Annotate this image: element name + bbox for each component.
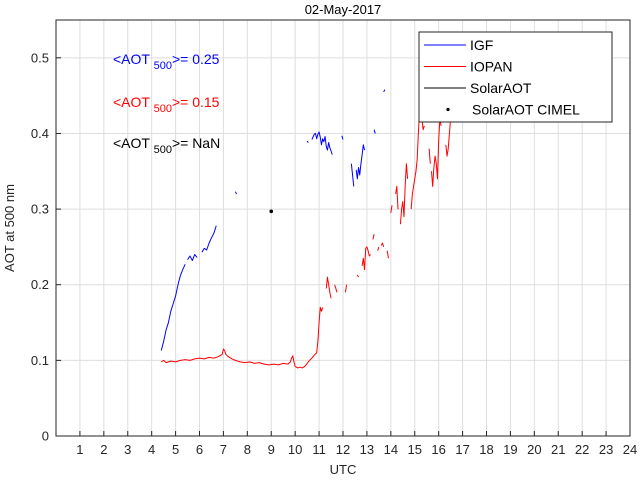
legend-swatch-solaraot-cimel <box>446 107 450 112</box>
grid-lines <box>56 20 630 436</box>
y-tick-label: 0.1 <box>31 353 49 368</box>
igf-segment <box>234 191 238 195</box>
igf-segment <box>341 135 344 140</box>
y-tick-label: 0.5 <box>31 50 49 65</box>
x-tick-label: 7 <box>220 442 227 457</box>
igf-segment <box>350 163 355 187</box>
x-tick-label: 13 <box>360 442 374 457</box>
legend-box <box>418 31 613 123</box>
x-tick-label: 2 <box>100 442 107 457</box>
x-tick-label: 21 <box>551 442 565 457</box>
legend-label-solaraot: SolarAOT <box>470 80 532 96</box>
igf-segment <box>306 140 309 143</box>
iopan-segment <box>377 246 380 251</box>
iopan-segment <box>399 163 409 225</box>
x-tick-label: 5 <box>172 442 179 457</box>
legend-label-solaraot-cimel: SolarAOT CIMEL <box>472 102 580 118</box>
solaraot-cimel-point <box>269 209 274 214</box>
annotations: <AOT 500>= 0.25 <AOT 500>= 0.15 <AOT 500>=… <box>113 51 220 156</box>
legend: IGF IOPAN SolarAOT SolarAOT CIMEL <box>418 31 613 123</box>
series-solaraot-cimel <box>269 209 274 214</box>
x-tick-label: 16 <box>431 442 445 457</box>
x-tick-label: 9 <box>268 442 275 457</box>
igf-segment <box>373 129 376 134</box>
iopan-segment <box>334 284 338 293</box>
x-tick-label: 24 <box>623 442 637 457</box>
iopan-segment <box>428 148 431 164</box>
aot-annotation: <AOT 500>= NaN <box>113 135 220 156</box>
igf-segment <box>160 264 186 351</box>
y-axis-label: AOT at 500 nm <box>2 184 17 272</box>
x-tick-label: 14 <box>384 442 398 457</box>
iopan-segment <box>344 284 348 293</box>
x-tick-label: 18 <box>479 442 493 457</box>
aot-annotation: <AOT 500>= 0.25 <box>113 51 220 72</box>
x-tick-label: 10 <box>288 442 302 457</box>
plot-series <box>160 87 455 369</box>
iopan-segment <box>372 233 375 240</box>
x-tick-label: 12 <box>336 442 350 457</box>
x-tick-label: 20 <box>527 442 541 457</box>
iopan-segment <box>390 205 393 213</box>
y-tick-label: 0.2 <box>31 277 49 292</box>
y-tick-label: 0.4 <box>31 126 49 141</box>
iopan-segment <box>361 246 371 271</box>
x-tick-label: 11 <box>312 442 326 457</box>
x-tick-label: 4 <box>148 442 155 457</box>
igf-segment <box>311 131 333 155</box>
x-tick-label: 17 <box>455 442 469 457</box>
igf-segment <box>201 225 217 253</box>
iopan-segment <box>430 117 442 187</box>
series-iopan <box>160 87 455 369</box>
igf-segment <box>383 89 386 93</box>
chart-title: 02-May-2017 <box>305 2 382 17</box>
x-axis-label: UTC <box>330 462 357 477</box>
x-tick-label: 15 <box>408 442 422 457</box>
iopan-segment <box>380 242 385 248</box>
x-tick-label: 6 <box>196 442 203 457</box>
x-tick-label: 23 <box>599 442 613 457</box>
y-tick-label: 0.3 <box>31 202 49 217</box>
iopan-segment <box>395 185 399 210</box>
igf-segment <box>187 253 198 262</box>
y-tick-label: 0 <box>42 429 49 444</box>
igf-segment <box>355 144 366 180</box>
iopan-segment <box>325 276 332 299</box>
x-tick-label: 8 <box>244 442 251 457</box>
iopan-segment <box>356 274 359 278</box>
x-tick-label: 19 <box>503 442 517 457</box>
legend-label-igf: IGF <box>470 37 493 53</box>
x-tick-label: 22 <box>575 442 589 457</box>
series-igf <box>160 89 386 351</box>
x-tick-label: 3 <box>124 442 131 457</box>
legend-label-iopan: IOPAN <box>470 59 513 75</box>
axis-ticks: 1 2 3 4 5 6 7 8 9 10 11 12 13 14 15 16 17 18 19 20 21 22 23 240… <box>31 50 637 457</box>
iopan-segment <box>160 306 324 369</box>
x-tick-label: 1 <box>76 442 83 457</box>
iopan-segment <box>386 250 389 259</box>
aot-annotation: <AOT 500>= 0.15 <box>113 94 220 115</box>
